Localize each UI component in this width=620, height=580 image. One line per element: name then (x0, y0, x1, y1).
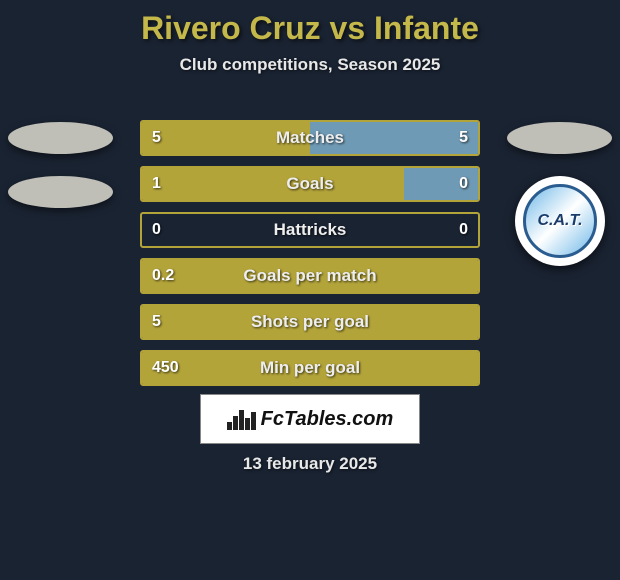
stat-row: 5Shots per goal (140, 304, 480, 340)
stat-label: Hattricks (142, 214, 478, 246)
date-text: 13 february 2025 (0, 454, 620, 474)
page-title: Rivero Cruz vs Infante (0, 0, 620, 47)
club-badge-text: C.A.T. (537, 212, 582, 230)
subtitle: Club competitions, Season 2025 (0, 55, 620, 75)
source-logo-text: FcTables.com (261, 408, 394, 431)
club-badge-inner: C.A.T. (523, 184, 597, 258)
stat-label: Shots per goal (142, 306, 478, 338)
stat-rows-container: 5Matches51Goals00Hattricks00.2Goals per … (140, 120, 480, 396)
avatar-placeholder-left-2 (8, 176, 113, 208)
stat-label: Goals per match (142, 260, 478, 292)
avatar-placeholder-right-1 (507, 122, 612, 154)
stat-row: 0Hattricks0 (140, 212, 480, 248)
avatar-placeholder-left-1 (8, 122, 113, 154)
stat-label: Min per goal (142, 352, 478, 384)
source-logo: FcTables.com (200, 394, 420, 444)
player-b-name: Infante (374, 10, 479, 46)
stat-label: Goals (142, 168, 478, 200)
player-a-name: Rivero Cruz (141, 10, 321, 46)
stat-value-right: 0 (459, 214, 468, 246)
stat-value-right: 5 (459, 122, 468, 154)
stat-value-right: 0 (459, 168, 468, 200)
club-badge: C.A.T. (515, 176, 605, 266)
stat-row: 5Matches5 (140, 120, 480, 156)
stat-row: 0.2Goals per match (140, 258, 480, 294)
stat-label: Matches (142, 122, 478, 154)
stat-row: 450Min per goal (140, 350, 480, 386)
stat-row: 1Goals0 (140, 166, 480, 202)
bars-icon (227, 408, 255, 430)
vs-separator: vs (321, 10, 374, 46)
